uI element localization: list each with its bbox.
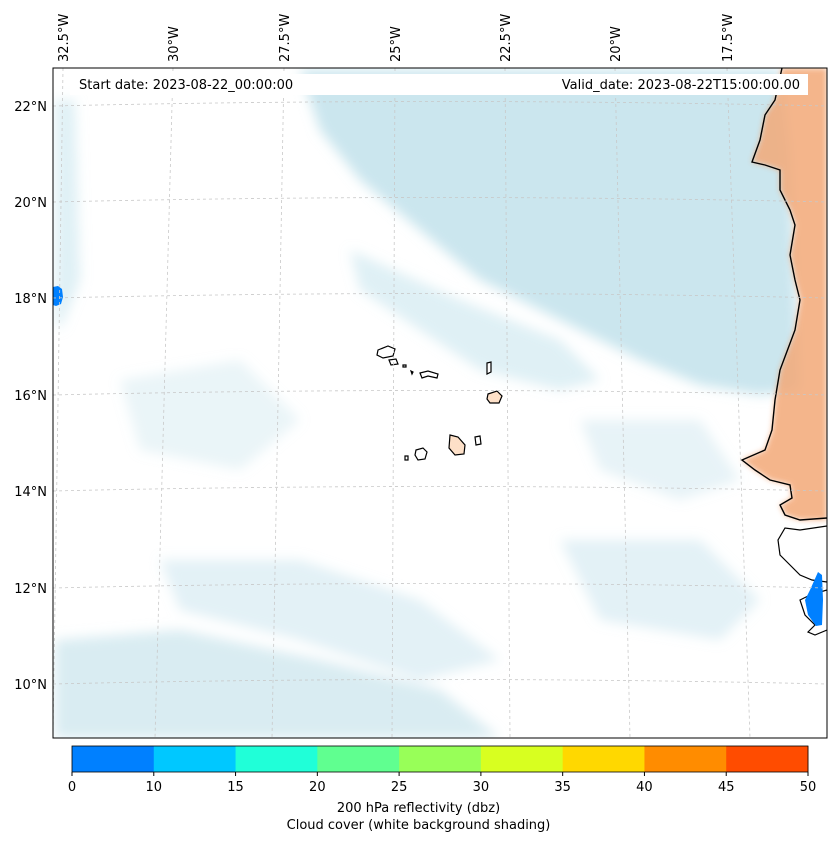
colorbar-tick-label-9: 50 bbox=[800, 780, 817, 795]
map-frame bbox=[52, 67, 828, 739]
gridline-lon-22.5 bbox=[504, 68, 511, 738]
gridline-lon-32.5 bbox=[53, 68, 64, 738]
gridline-lat-12 bbox=[53, 583, 827, 589]
lon-label-25: 25°W bbox=[389, 26, 404, 62]
cloud-patch-west bbox=[120, 360, 300, 470]
africa-land-shading bbox=[742, 68, 827, 520]
island-santa-luzia bbox=[402, 364, 407, 368]
cloud-patch-east bbox=[580, 420, 740, 500]
cloud-patch-southeast bbox=[560, 540, 760, 640]
lat-label-12: 12°N bbox=[14, 582, 47, 597]
cloud-band-central bbox=[350, 250, 600, 390]
colorbar-swatch-3 bbox=[317, 746, 400, 772]
colorbar-title: 200 hPa reflectivity (dbz) bbox=[336, 801, 501, 816]
island-boa-vista bbox=[486, 390, 503, 404]
gridline-lat-20 bbox=[53, 197, 827, 203]
lon-label-17.5: 17.5°W bbox=[721, 14, 736, 62]
colorbar-swatch-5 bbox=[480, 746, 564, 772]
colorbar-tick-label-0: 0 bbox=[68, 780, 76, 795]
colorbar-tick-label-7: 40 bbox=[636, 780, 653, 795]
island-santiago bbox=[448, 434, 466, 456]
colorbar-frame bbox=[71, 745, 809, 773]
lon-label-20: 20°W bbox=[609, 26, 624, 62]
map-panel bbox=[53, 68, 827, 738]
gridline-lon-27.5 bbox=[271, 68, 285, 738]
island-fogo bbox=[414, 447, 428, 461]
cloud-band-northeast bbox=[300, 70, 800, 395]
island-sao-nicolau-main bbox=[419, 370, 439, 379]
colorbar: 0 10 15 20 25 30 35 40 45 50 bbox=[68, 745, 817, 795]
colorbar-swatch-7 bbox=[644, 746, 727, 772]
colorbar-swatch-4 bbox=[399, 746, 482, 772]
lon-label-22.5: 22.5°W bbox=[499, 14, 514, 62]
latitude-labels: 22°N 20°N 18°N 16°N 14°N 12°N 10°N bbox=[14, 100, 47, 693]
island-sal bbox=[486, 361, 492, 375]
gridline-lon-30 bbox=[154, 68, 174, 738]
cape-verde-islands bbox=[376, 345, 503, 461]
start-date-annotation: Start date: 2023-08-22_00:00:00 bbox=[79, 78, 294, 93]
colorbar-tick-label-1: 10 bbox=[146, 780, 163, 795]
colorbar-tick-label-6: 35 bbox=[554, 780, 571, 795]
gridline-lat-16 bbox=[53, 390, 827, 396]
gambia-coastline bbox=[777, 525, 827, 583]
gridline-lon-25 bbox=[391, 68, 396, 738]
island-maio bbox=[474, 435, 482, 446]
lat-label-20: 20°N bbox=[14, 196, 47, 211]
gridline-lat-18 bbox=[53, 293, 827, 299]
lat-label-14: 14°N bbox=[14, 485, 47, 500]
cloud-cover-shading bbox=[55, 70, 800, 738]
colorbar-tick-label-4: 25 bbox=[391, 780, 408, 795]
colorbar-tick-label-2: 15 bbox=[227, 780, 244, 795]
colorbar-swatch-2 bbox=[235, 746, 318, 772]
colorbar-swatch-8 bbox=[726, 746, 809, 772]
reflectivity-cell-west bbox=[53, 286, 63, 306]
cloud-patch-northwest bbox=[55, 100, 80, 330]
island-brava bbox=[404, 455, 409, 461]
gridline-lon-17.5 bbox=[726, 68, 751, 738]
colorbar-subtitle: Cloud cover (white background shading) bbox=[286, 818, 551, 833]
valid-date-annotation: Valid_date: 2023-08-22T15:00:00.00 bbox=[561, 78, 800, 93]
colorbar-tick-label-8: 45 bbox=[718, 780, 735, 795]
gridline-lat-22 bbox=[53, 101, 827, 107]
colorbar-swatch-1 bbox=[153, 746, 237, 772]
colorbar-tick-label-5: 30 bbox=[473, 780, 490, 795]
lat-label-22: 22°N bbox=[14, 100, 47, 115]
gridlines bbox=[53, 68, 827, 738]
gridline-lon-20 bbox=[614, 68, 631, 738]
reflectivity-cell-southeast bbox=[805, 572, 823, 626]
lat-label-16: 16°N bbox=[14, 389, 47, 404]
island-sao-nicolau bbox=[409, 369, 414, 376]
lon-label-32.5: 32.5°W bbox=[57, 14, 72, 62]
annotation-box bbox=[70, 74, 808, 95]
colorbar-swatch-0 bbox=[72, 746, 155, 772]
gridline-lat-10 bbox=[53, 679, 827, 685]
colorbar-tick-label-3: 20 bbox=[309, 780, 326, 795]
cloud-band-southwest bbox=[55, 630, 500, 738]
island-santo-antao bbox=[376, 345, 396, 359]
cloud-band-south bbox=[160, 560, 500, 680]
lat-label-10: 10°N bbox=[14, 678, 47, 693]
lon-label-27.5: 27.5°W bbox=[278, 14, 293, 62]
lon-label-30: 30°W bbox=[167, 26, 182, 62]
gridline-lat-14 bbox=[53, 486, 827, 492]
reflectivity-cells bbox=[53, 286, 823, 626]
longitude-labels: 32.5°W 30°W 27.5°W 25°W 22.5°W 20°W 17.5… bbox=[57, 14, 736, 62]
lat-label-18: 18°N bbox=[14, 292, 47, 307]
africa-coastline bbox=[740, 68, 827, 521]
colorbar-swatch-6 bbox=[562, 746, 645, 772]
